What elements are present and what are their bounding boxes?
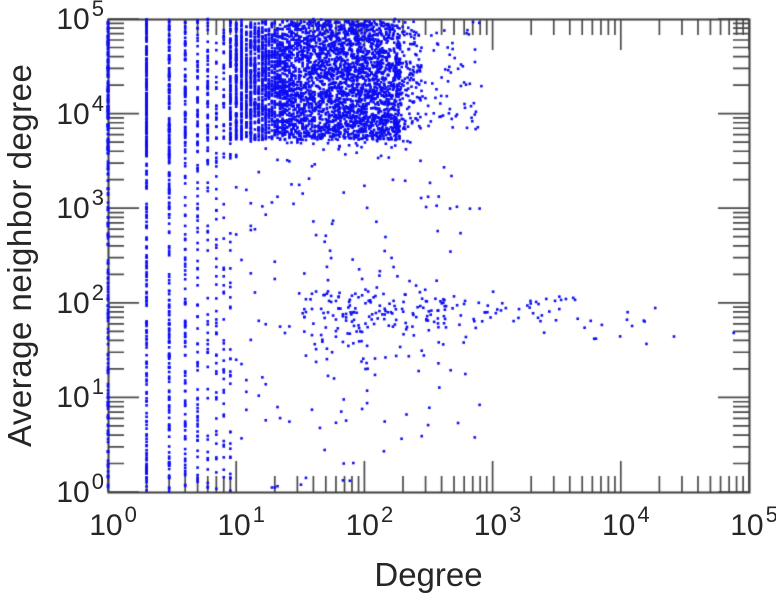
x-tick-label: 100: [89, 502, 137, 542]
x-tick-label: 104: [601, 502, 650, 542]
y-tick-label: 100: [56, 469, 104, 509]
y-tick-label: 104: [56, 90, 104, 131]
y-tick-label: 102: [56, 279, 104, 320]
x-tick-label: 101: [217, 502, 265, 542]
y-tick-label: 101: [56, 374, 104, 415]
x-tick-label: 103: [473, 502, 522, 542]
y-tick-label: 103: [56, 185, 104, 226]
y-tick-label: 105: [56, 0, 104, 36]
x-tick-label: 102: [345, 502, 394, 542]
x-tick-label: 105: [730, 502, 776, 542]
y-axis-title: Average neighbor degree: [1, 63, 38, 448]
x-axis-title: Degree: [374, 556, 483, 593]
